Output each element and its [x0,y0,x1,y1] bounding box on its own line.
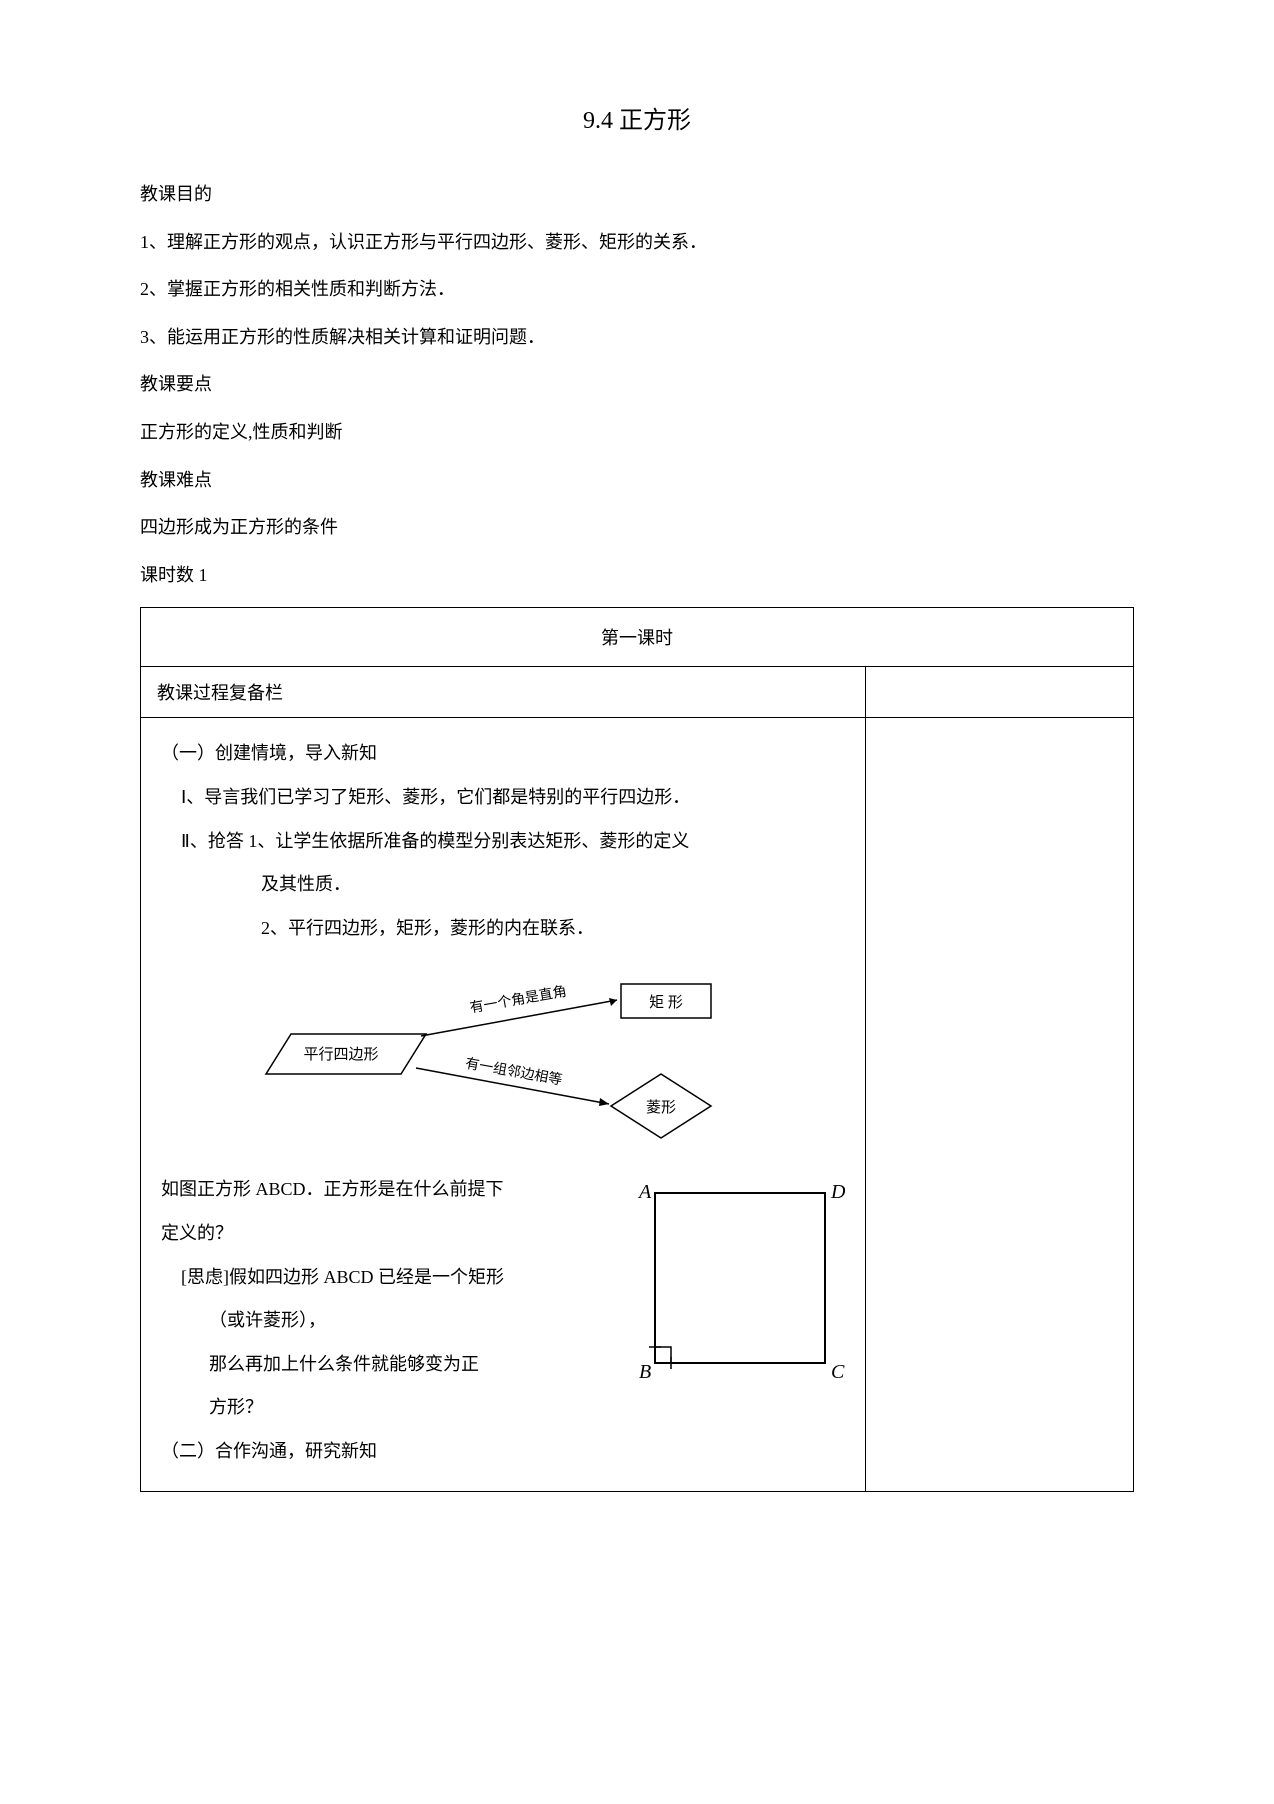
relationship-diagram: 平行四边形 矩 形 菱形 有一个角是直角 有一组邻边相等 [161,956,845,1146]
rhombus-label: 菱形 [646,1099,676,1116]
hours: 课时数 1 [140,556,1134,596]
rect-label: 矩 形 [649,994,683,1011]
square-abcd-diagram: A D B C [615,1178,845,1388]
goal-2: 2、掌握正方形的相关性质和判断方法． [140,270,1134,310]
goal-3: 3、能运用正方形的性质解决相关计算和证明问题． [140,318,1134,358]
content-s4: 及其性质． [161,865,845,905]
content-s3: Ⅱ、抢答 1、让学生依据所准备的模型分别表达矩形、菱形的定义 [161,822,845,862]
table-sub-left: 教课过程复备栏 [141,667,866,718]
content-s12: （二）合作沟通，研究新知 [161,1432,845,1472]
difficulty-text: 四边形成为正方形的条件 [140,508,1134,548]
difficulty-header: 教课难点 [140,461,1134,501]
page-title: 9.4 正方形 [140,100,1134,135]
goal-header: 教课目的 [140,175,1134,215]
keypoint-text: 正方形的定义,性质和判断 [140,413,1134,453]
vertex-b: B [639,1361,651,1383]
edge-bottom-label: 有一组邻边相等 [464,1055,563,1089]
content-s2: Ⅰ、导言我们已学习了矩形、菱形，它们都是特别的平行四边形． [161,778,845,818]
content-s1: （一）创建情境，导入新知 [161,734,845,774]
table-header: 第一课时 [141,608,1134,667]
table-sub-right [865,667,1133,718]
vertex-c: C [831,1361,845,1383]
vertex-a: A [637,1181,652,1203]
keypoint-header: 教课要点 [140,365,1134,405]
lesson-table: 第一课时 教课过程复备栏 （一）创建情境，导入新知 Ⅰ、导言我们已学习了矩形、菱… [140,607,1134,1492]
table-content: （一）创建情境，导入新知 Ⅰ、导言我们已学习了矩形、菱形，它们都是特别的平行四边… [141,718,866,1492]
content-s11: 方形？ [161,1388,845,1428]
parallelogram-label: 平行四边形 [303,1046,378,1063]
goal-1: 1、理解正方形的观点，认识正方形与平行四边形、菱形、矩形的关系． [140,223,1134,263]
table-right-empty [865,718,1133,1492]
content-s5: 2、平行四边形，矩形，菱形的内在联系． [161,909,845,949]
vertex-d: D [830,1181,845,1203]
